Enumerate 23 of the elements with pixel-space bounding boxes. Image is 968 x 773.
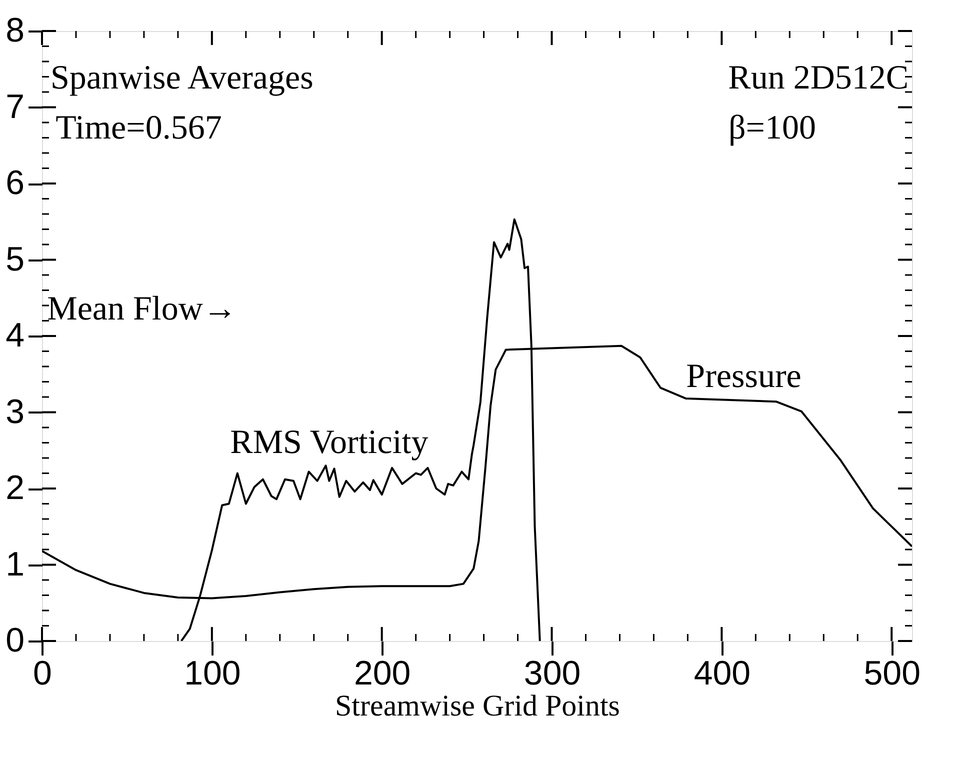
y-tick-label: 1 xyxy=(6,545,24,584)
series-label: RMS Vorticity xyxy=(230,424,428,461)
annotation: β=100 xyxy=(728,110,816,147)
y-tick-label: 7 xyxy=(6,88,24,126)
y-tick-label: 5 xyxy=(6,240,24,278)
series-label: Pressure xyxy=(686,358,802,396)
x-tick-label: 0 xyxy=(33,654,52,692)
y-tick-label: 2 xyxy=(6,469,24,507)
y-tick-label: 6 xyxy=(6,164,24,202)
y-tick-label: 8 xyxy=(6,12,24,50)
y-tick-label: 4 xyxy=(6,316,24,354)
y-tick-label: 0 xyxy=(6,622,24,660)
x-axis-title: Streamwise Grid Points xyxy=(335,690,620,722)
annotation: Mean Flow→ xyxy=(47,290,237,328)
x-tick-label: 400 xyxy=(694,654,751,692)
x-tick-label: 100 xyxy=(184,654,241,692)
annotation: Spanwise Averages xyxy=(50,59,314,96)
x-tick-label: 200 xyxy=(354,654,411,692)
x-tick-label: 500 xyxy=(864,654,920,692)
x-tick-label: 300 xyxy=(524,654,581,692)
y-tick-label: 3 xyxy=(6,392,24,431)
annotation: Run 2D512C xyxy=(728,59,909,96)
annotation: Time=0.567 xyxy=(56,110,222,147)
